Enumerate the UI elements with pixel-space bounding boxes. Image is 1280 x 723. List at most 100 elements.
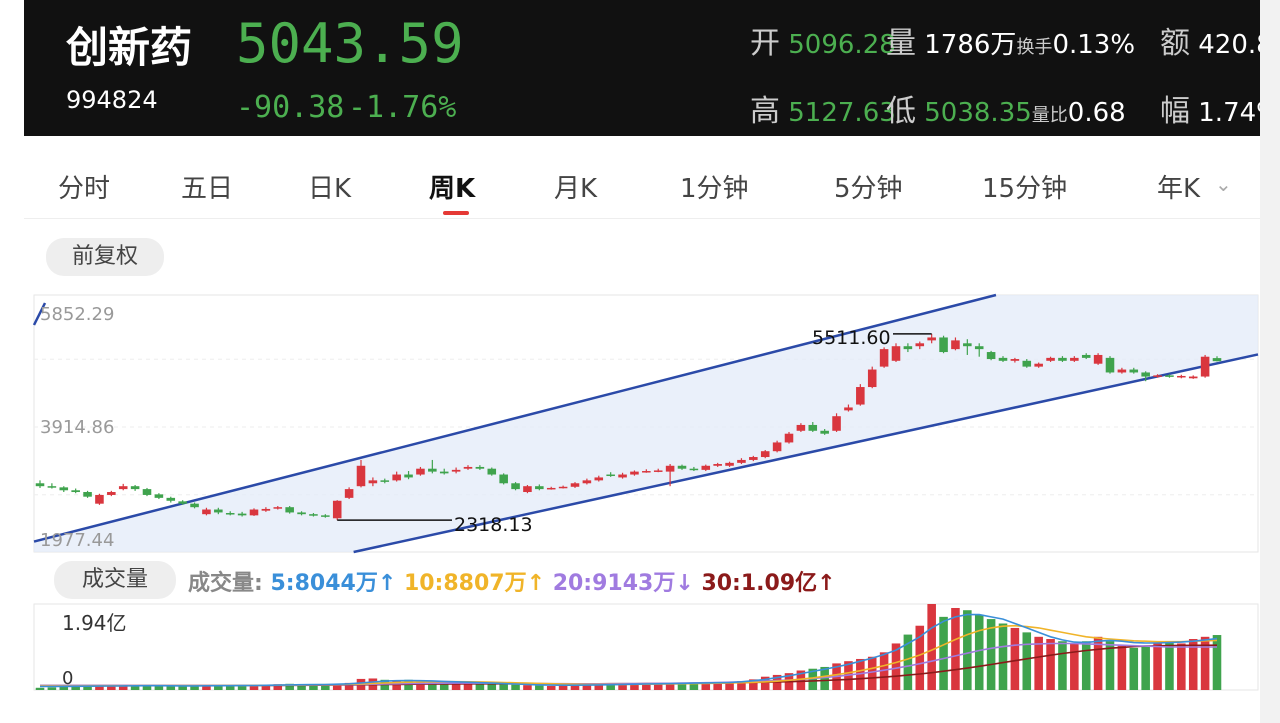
volume-bar bbox=[546, 686, 556, 690]
volume-bar bbox=[1034, 636, 1043, 690]
volume-bar bbox=[273, 684, 283, 690]
candle-body bbox=[701, 465, 711, 470]
amount-label: 额 bbox=[1160, 26, 1190, 61]
stat-amount: 额 420.8 bbox=[1160, 18, 1260, 62]
volume-label: 量 bbox=[886, 26, 916, 61]
candle-body bbox=[939, 337, 948, 353]
adjust-selector[interactable]: 前复权 bbox=[46, 238, 164, 276]
channel-upper-line bbox=[33, 293, 997, 543]
volume-bar bbox=[439, 682, 449, 690]
volume-bar bbox=[867, 656, 877, 690]
volume-bar bbox=[154, 686, 164, 690]
volume-bar bbox=[83, 686, 92, 690]
volume-bar bbox=[511, 684, 520, 690]
candle-body bbox=[344, 489, 354, 498]
candle-body bbox=[546, 487, 556, 490]
active-tab-indicator bbox=[443, 211, 469, 215]
volume-indicator-selector[interactable]: 成交量 bbox=[54, 561, 176, 599]
tab-1-minute[interactable]: 1分钟 bbox=[680, 174, 749, 204]
volume-bar bbox=[535, 685, 544, 690]
volume-ma20: 20:9143万↓ bbox=[552, 571, 694, 596]
trend-channel-fill bbox=[34, 295, 1258, 552]
candle-body bbox=[558, 486, 568, 489]
stat-amplitude: 幅 1.74% bbox=[1160, 86, 1260, 130]
candle-body bbox=[1070, 357, 1079, 361]
volume-bar bbox=[214, 685, 223, 690]
amplitude-value: 1.74% bbox=[1198, 98, 1260, 128]
candle-body bbox=[594, 477, 604, 481]
volume-bar bbox=[475, 683, 485, 690]
volume-bar bbox=[344, 682, 354, 690]
volume-bar bbox=[974, 614, 984, 690]
candle-body bbox=[749, 457, 758, 460]
candle-body bbox=[130, 486, 140, 490]
candle-body bbox=[725, 462, 734, 466]
volume-bar bbox=[1093, 636, 1103, 690]
stock-code: 994824 bbox=[66, 86, 158, 114]
price-change-pct: -1.76% bbox=[348, 90, 457, 125]
candle-body bbox=[653, 470, 663, 472]
candle-body bbox=[1200, 356, 1210, 377]
candle-body bbox=[1141, 372, 1150, 377]
candle-body bbox=[118, 486, 128, 490]
candle-body bbox=[535, 486, 544, 490]
volume-bar bbox=[107, 686, 116, 690]
candle-body bbox=[59, 487, 69, 491]
volume-bar bbox=[796, 670, 806, 690]
volume-bar bbox=[986, 619, 996, 690]
volume-bar bbox=[1105, 641, 1115, 690]
volume-bar bbox=[760, 676, 770, 690]
candle-body bbox=[475, 466, 485, 469]
volume-value: 1786万 bbox=[924, 30, 1017, 60]
volume-bar bbox=[1200, 636, 1210, 690]
left-margin bbox=[0, 0, 24, 723]
tab-intraday[interactable]: 分时 bbox=[58, 174, 111, 204]
candle-body bbox=[1010, 359, 1020, 361]
tab-5-minute[interactable]: 5分钟 bbox=[834, 174, 903, 204]
volume-bar bbox=[59, 686, 69, 690]
channel-lower-line bbox=[353, 353, 1259, 554]
volume-bar bbox=[202, 685, 211, 690]
high-value: 5127.63 bbox=[788, 98, 896, 128]
tab-weekly-k[interactable]: 周K bbox=[429, 174, 476, 204]
volume-bar bbox=[618, 683, 627, 690]
chevron-down-icon[interactable]: ⌄ bbox=[1215, 172, 1232, 196]
volume-bar bbox=[1177, 643, 1186, 690]
candle-body bbox=[285, 507, 294, 513]
volume-bar bbox=[951, 607, 960, 690]
volume-bar bbox=[1141, 645, 1150, 690]
volume-bar bbox=[820, 666, 829, 690]
tab-yearly-k[interactable]: 年K bbox=[1157, 174, 1201, 204]
tab-five-day[interactable]: 五日 bbox=[181, 174, 234, 204]
candle-body bbox=[499, 474, 508, 484]
volume-bar bbox=[879, 652, 889, 690]
volume-bar bbox=[451, 682, 461, 690]
candle-body bbox=[1034, 363, 1043, 367]
candle-body bbox=[47, 486, 57, 488]
candle-body bbox=[190, 503, 199, 508]
candle-body bbox=[891, 346, 901, 361]
candle-body bbox=[796, 424, 806, 431]
volume-bar bbox=[499, 684, 508, 690]
volume-bar bbox=[915, 625, 925, 690]
candle-body bbox=[986, 352, 996, 360]
candle-body bbox=[404, 474, 413, 478]
volume-legend: 成交量: 5:8044万↑ 10:8807万↑ 20:9143万↓ 30:1.0… bbox=[188, 565, 836, 597]
candle-body bbox=[202, 509, 211, 515]
tab-15-minute[interactable]: 15分钟 bbox=[982, 174, 1068, 204]
volume-bar bbox=[725, 682, 734, 690]
volume-bar bbox=[677, 682, 687, 690]
candle-body bbox=[677, 465, 687, 469]
candle-body bbox=[261, 508, 271, 511]
y-axis-tick-label: 3914.86 bbox=[40, 417, 114, 438]
y-axis-tick-label: 5852.29 bbox=[40, 304, 114, 325]
tab-monthly-k[interactable]: 月K bbox=[554, 174, 598, 204]
volume-bar bbox=[606, 683, 615, 690]
candle-body bbox=[356, 465, 366, 487]
volume-bar bbox=[166, 686, 176, 690]
turnover-label: 换手 bbox=[1016, 37, 1053, 58]
tab-daily-k[interactable]: 日K bbox=[308, 174, 352, 204]
candle-body bbox=[332, 500, 342, 519]
volume-ma10: 10:8807万↑ bbox=[403, 571, 546, 596]
volume-bar bbox=[463, 682, 473, 690]
